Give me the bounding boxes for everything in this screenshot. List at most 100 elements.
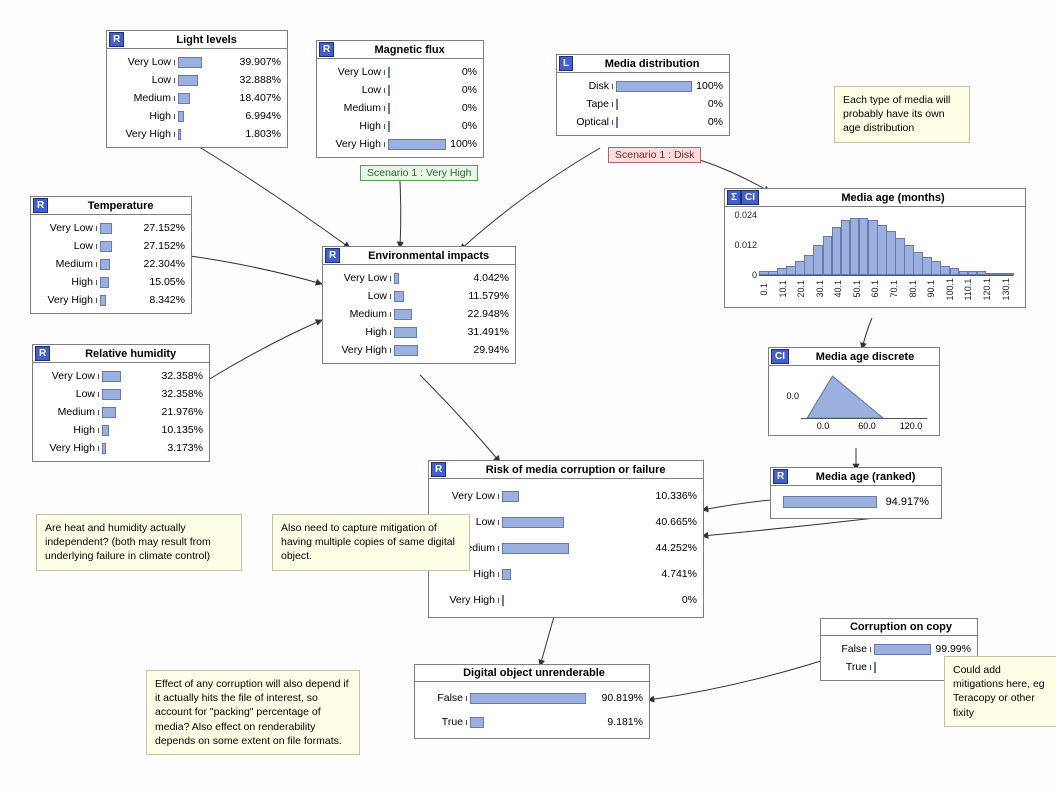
node-title: Media age (ranked) <box>790 469 941 485</box>
node-title: Media age discrete <box>791 349 939 365</box>
node-title: Media distribution <box>575 56 729 72</box>
bar-row: Very High8.342% <box>37 291 185 309</box>
bar-label: Low <box>37 240 96 252</box>
bar-fill <box>470 693 586 704</box>
bar-label: Medium <box>39 406 98 418</box>
bar-row: High10.135% <box>39 421 203 439</box>
bar-label: Very Low <box>37 222 96 234</box>
bar-fill <box>388 103 390 114</box>
bar-fill <box>874 644 931 655</box>
bar-row: Medium 0% <box>323 99 477 117</box>
bayesian-network-canvas: { "colors":{"bar_fill":"#9cb0e0","bar_bo… <box>0 0 1056 790</box>
node-header: LMedia distribution <box>557 55 729 73</box>
node-magnetic[interactable]: RMagnetic fluxVery Low0%Low0%Medium0%Hig… <box>316 40 484 158</box>
node-title: Digital object unrenderable <box>419 665 649 681</box>
bar-value: 4.741% <box>655 568 697 580</box>
arrow <box>460 148 600 250</box>
bar-value: 39.907% <box>234 56 281 68</box>
node-media_age[interactable]: ΣCIMedia age (months)0.0240.01200.110.12… <box>724 188 1026 308</box>
bar-value: 99.99% <box>929 643 971 655</box>
bar-fill <box>394 273 399 284</box>
bar-fill <box>100 241 112 252</box>
badge: CI <box>741 190 759 205</box>
badge: R <box>773 469 788 484</box>
node-title: Media age (months) <box>761 190 1025 206</box>
arrow <box>208 320 322 380</box>
badge: R <box>325 248 340 263</box>
bar-row: Tape0% <box>563 95 723 113</box>
bar-row: High4.741% <box>435 561 697 587</box>
bar-fill <box>394 309 412 320</box>
bar-label: High <box>37 276 96 288</box>
bar-row: Very Low39.907% <box>113 53 281 71</box>
node-env[interactable]: REnvironmental impactsVery Low4.042%Low1… <box>322 246 516 364</box>
node-header: RTemperature <box>31 197 191 215</box>
bar-value: 100% <box>444 138 477 150</box>
node-humidity[interactable]: RRelative humidityVery Low32.358%Low32.3… <box>32 344 210 462</box>
node-media_dist[interactable]: LMedia distributionDisk100%Tape0%Optical… <box>556 54 730 136</box>
node-body: Very Low0%Low0%Medium0%High0%Very High10… <box>317 59 483 157</box>
arrow <box>540 613 555 666</box>
bar-fill <box>502 569 511 580</box>
arrow <box>420 375 500 462</box>
bar-row: Very High3.173% <box>39 439 203 457</box>
bar-fill <box>502 491 519 502</box>
bar-row: Medium18.407% <box>113 89 281 107</box>
node-header: Corruption on copy <box>821 619 977 636</box>
bar-row: Medium44.252% <box>435 535 697 561</box>
bar-row: Disk100% <box>563 77 723 95</box>
bar-label: Very High <box>39 442 98 454</box>
arrow <box>862 318 872 349</box>
node-header: ΣCIMedia age (months) <box>725 189 1025 207</box>
bar-value: 11.579% <box>462 290 509 302</box>
bar-value: 29.94% <box>467 344 509 356</box>
bar-value: 94.917% <box>880 496 929 508</box>
node-body: Very Low27.152%Low27.152%Medium22.304%Hi… <box>31 215 191 313</box>
density-plot: 0.0 <box>801 374 927 419</box>
bar-fill <box>470 717 484 728</box>
bar-value: 22.948% <box>462 308 509 320</box>
bar-fill <box>100 259 110 270</box>
bar-value: 0% <box>456 102 477 114</box>
bar-value: 0% <box>676 594 697 606</box>
bar-label: Medium <box>323 102 384 114</box>
node-body: Disk100%Tape0%Optical0% <box>557 73 729 135</box>
bar-value: 31.491% <box>462 326 509 338</box>
bar-value: 32.358% <box>156 370 203 382</box>
note-packing: Effect of any corruption will also depen… <box>146 670 360 755</box>
bar-fill <box>388 139 446 150</box>
bar-row: True9.181% <box>421 710 643 734</box>
badge: R <box>431 462 446 477</box>
node-light[interactable]: RLight levelsVery Low39.907%Low32.888%Me… <box>106 30 288 148</box>
bar-label: Tape <box>563 98 612 110</box>
node-body: Very Low39.907%Low32.888%Medium18.407%Hi… <box>107 49 287 147</box>
node-media_age_discrete[interactable]: CIMedia age discrete0.00.060.0120.0 <box>768 347 940 436</box>
bar-value: 0% <box>456 84 477 96</box>
bar-row: Very Low0% <box>323 63 477 81</box>
node-title: Magnetic flux <box>336 42 483 58</box>
bar-label: Very Low <box>39 370 98 382</box>
node-header: RMagnetic flux <box>317 41 483 59</box>
note-mitigation: Also need to capture mitigation of havin… <box>272 514 470 571</box>
bar-value: 0% <box>456 66 477 78</box>
arrow <box>702 518 875 536</box>
node-header: RLight levels <box>107 31 287 49</box>
bar-fill <box>616 99 618 110</box>
scenario-tag-media_dist: Scenario 1 : Disk <box>608 147 701 163</box>
node-unrender[interactable]: Digital object unrenderable False90.819%T… <box>414 664 650 739</box>
bar-row: False90.819% <box>421 686 643 710</box>
bar-label: Very High <box>323 138 384 150</box>
note-heat_humidity: Are heat and humidity actually independe… <box>36 514 242 571</box>
bar-row: High0% <box>323 117 477 135</box>
node-age_ranked[interactable]: RMedia age (ranked) 94.917% <box>770 467 942 519</box>
bar-row: Optical0% <box>563 113 723 131</box>
bar-value: 22.304% <box>138 258 185 270</box>
bar-label: Low <box>113 74 174 86</box>
bar-label: Disk <box>563 80 612 92</box>
node-body: Very Low10.336%Low40.665%Medium44.252%Hi… <box>429 479 703 617</box>
bar-value: 10.336% <box>650 490 697 502</box>
node-temperature[interactable]: RTemperatureVery Low27.152%Low27.152%Med… <box>30 196 192 314</box>
bar-value: 6.994% <box>239 110 281 122</box>
histogram: 0.0240.0120 <box>759 215 1013 276</box>
bar-label: Medium <box>113 92 174 104</box>
